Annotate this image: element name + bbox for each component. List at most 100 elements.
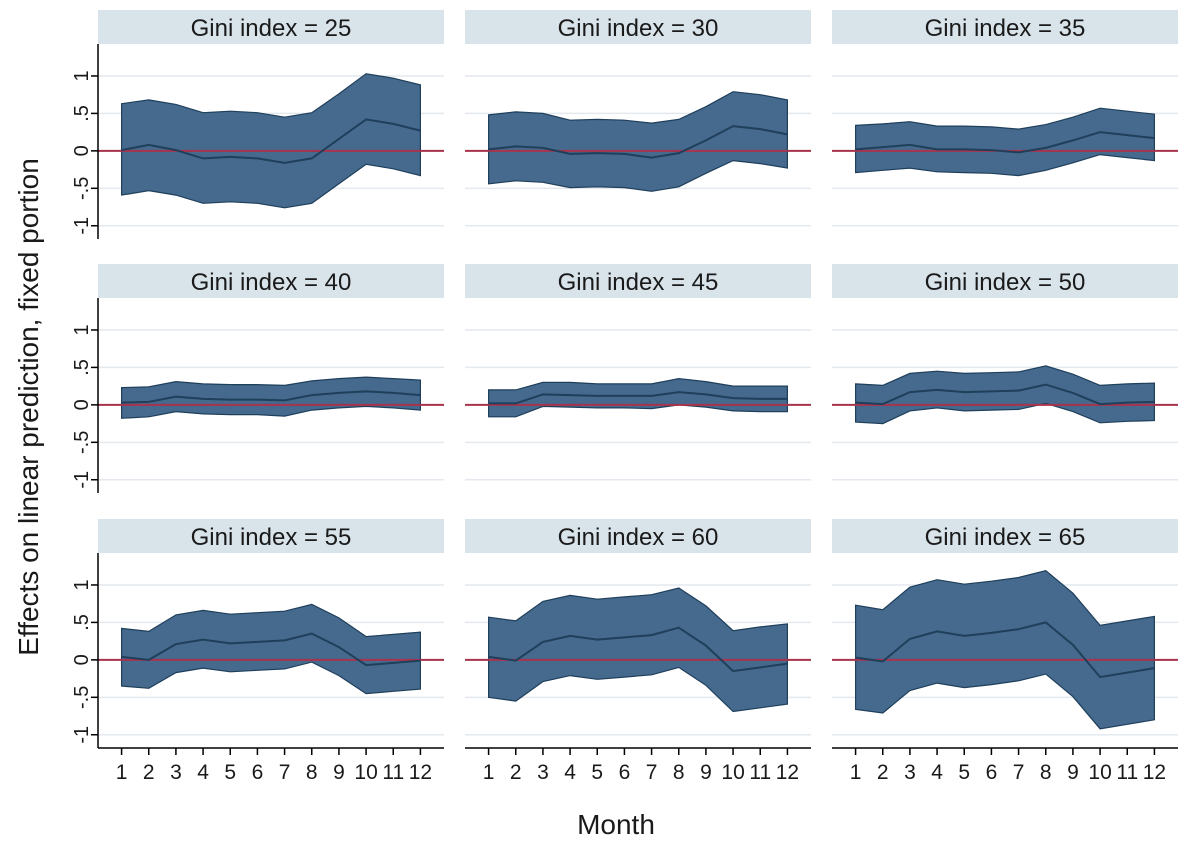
x-axis-title: Month — [577, 809, 655, 840]
x-tick-label: 6 — [619, 761, 631, 784]
panel-title: Gini index = 65 — [925, 524, 1086, 551]
x-tick-label: 2 — [143, 761, 155, 784]
panel-strip — [832, 10, 1178, 44]
x-tick-label: 7 — [646, 761, 658, 784]
y-tick-label: 0 — [71, 145, 93, 156]
panels-layer: Gini index = 25 -1 -.5 0 .5 1 Gini index = 30 G… — [71, 10, 1178, 784]
panel-strip — [832, 519, 1178, 553]
x-tick-label: 3 — [904, 761, 916, 784]
x-tick-label: 12 — [1143, 761, 1166, 784]
x-tick-label: 2 — [877, 761, 889, 784]
y-tick-label: -1 — [71, 471, 93, 489]
estimate-line — [488, 391, 788, 405]
y-tick-label: .5 — [71, 359, 93, 376]
y-tick-label: -.5 — [71, 177, 93, 200]
confidence-band — [855, 107, 1155, 177]
panel-title: Gini index = 45 — [558, 269, 719, 296]
y-tick-label: 1 — [71, 70, 93, 81]
panel-1: Gini index = 25 -1 -.5 0 .5 1 — [71, 10, 444, 239]
estimate-line — [855, 621, 1155, 679]
y-tick-label: -1 — [71, 217, 93, 235]
estimate-line — [855, 383, 1155, 406]
panel-title: Gini index = 55 — [191, 524, 352, 551]
confidence-band — [121, 376, 421, 419]
y-tick-label: .5 — [71, 105, 93, 122]
panel-7: Gini index = 55-1-.50.511 2 3 4 5 6 7 8 9 10 11 12 — [71, 519, 444, 784]
panel-4: Gini index = 40 -1 -.5 0 .5 1 — [71, 264, 444, 493]
y-tick-label: -1 — [71, 726, 93, 744]
confidence-band — [488, 377, 788, 418]
x-tick-label: 12 — [409, 761, 432, 784]
estimate-line — [121, 390, 421, 404]
y-tick-label: 1 — [71, 324, 93, 335]
x-tick-label: 9 — [1067, 761, 1079, 784]
panel-title: Gini index = 50 — [925, 269, 1086, 296]
x-tick-label: 11 — [1116, 761, 1138, 784]
estimate-line — [488, 626, 788, 673]
estimate-line — [488, 125, 788, 159]
panel-strip — [465, 10, 811, 44]
panel-5: Gini index = 45 — [465, 264, 811, 481]
estimate-line — [855, 131, 1155, 154]
confidence-band — [855, 570, 1155, 730]
x-tick-label: 5 — [224, 761, 236, 784]
x-tick-label: 3 — [537, 761, 549, 784]
x-tick-label: 7 — [1013, 761, 1025, 784]
x-tick-label: 4 — [197, 761, 209, 784]
x-tick-label: 10 — [721, 761, 744, 784]
x-tick-label: 4 — [564, 761, 576, 784]
panel-strip — [98, 519, 444, 553]
panel-strip — [465, 264, 811, 298]
panel-strip — [465, 519, 811, 553]
y-tick-label: -.5 — [71, 686, 93, 709]
panel-9: Gini index = 651 2 3 4 5 6 7 8 9 10 11 12 — [832, 519, 1178, 784]
estimate-line — [121, 118, 421, 164]
panel-title: Gini index = 35 — [925, 15, 1086, 42]
y-tick-label: -.5 — [71, 431, 93, 454]
x-tick-label: 5 — [958, 761, 970, 784]
y-tick-label: 0 — [71, 399, 93, 410]
panel-2: Gini index = 30 — [465, 10, 811, 227]
panel-strip — [98, 10, 444, 44]
x-tick-label: 8 — [673, 761, 685, 784]
x-tick-label: 6 — [252, 761, 264, 784]
x-tick-label: 1 — [116, 761, 128, 784]
x-tick-label: 4 — [931, 761, 943, 784]
confidence-band — [488, 587, 788, 713]
confidence-band — [121, 73, 421, 209]
x-tick-label: 6 — [986, 761, 998, 784]
x-tick-label: 3 — [170, 761, 182, 784]
x-tick-label: 2 — [510, 761, 522, 784]
x-tick-label: 5 — [591, 761, 603, 784]
panel-title: Gini index = 40 — [191, 269, 352, 296]
confidence-band — [855, 365, 1155, 425]
x-tick-label: 10 — [354, 761, 377, 784]
x-tick-label: 10 — [1088, 761, 1111, 784]
confidence-band — [488, 91, 788, 192]
x-tick-label: 11 — [749, 761, 771, 784]
x-tick-label: 8 — [306, 761, 318, 784]
y-tick-label: 1 — [71, 579, 93, 590]
y-tick-label: .5 — [71, 614, 93, 631]
x-tick-label: 9 — [700, 761, 712, 784]
panel-title: Gini index = 30 — [558, 15, 719, 42]
x-tick-label: 1 — [483, 761, 495, 784]
x-tick-label: 11 — [382, 761, 404, 784]
panel-6: Gini index = 50 — [832, 264, 1178, 481]
x-tick-label: 8 — [1040, 761, 1052, 784]
panel-title: Gini index = 60 — [558, 524, 719, 551]
x-tick-label: 1 — [850, 761, 862, 784]
x-tick-label: 12 — [776, 761, 799, 784]
x-tick-label: 7 — [279, 761, 291, 784]
panel-strip — [98, 264, 444, 298]
y-tick-label: 0 — [71, 654, 93, 665]
panel-8: Gini index = 601 2 3 4 5 6 7 8 9 10 11 12 — [465, 519, 811, 784]
panel-title: Gini index = 25 — [191, 15, 352, 42]
estimate-line — [121, 632, 421, 667]
x-tick-label: 9 — [333, 761, 345, 784]
panel-3: Gini index = 35 — [832, 10, 1178, 227]
confidence-band — [121, 603, 421, 695]
y-axis-title: Effects on linear prediction, fixed port… — [13, 158, 44, 656]
panel-strip — [832, 264, 1178, 298]
